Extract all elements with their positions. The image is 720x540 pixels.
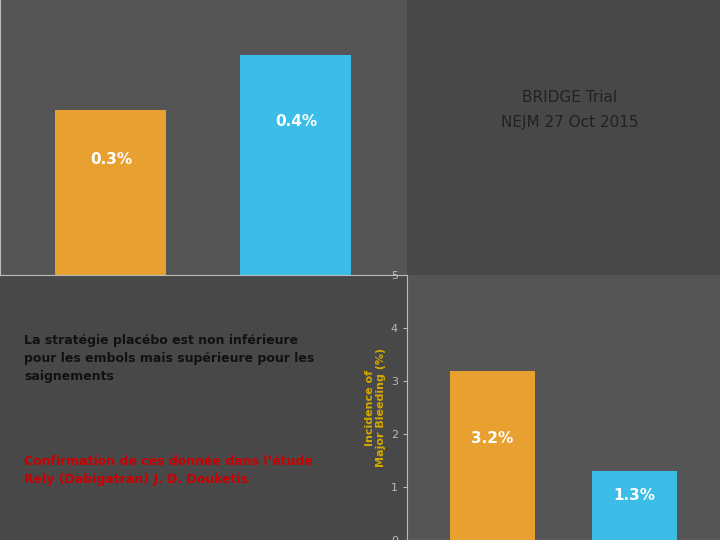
Text: La stratégie placébo est non inférieure
pour les embols mais supérieure pour les: La stratégie placébo est non inférieure … [24,334,315,383]
Bar [55,110,166,275]
Text: Confirmation de ces donnée dans l’étude
Rely (Dabigatran) J. D. Douketis: Confirmation de ces donnée dans l’étude … [24,455,313,487]
Bar [592,471,678,540]
Text: BRIDGE Trial
NEJM 27 Oct 2015: BRIDGE Trial NEJM 27 Oct 2015 [501,90,639,130]
Y-axis label: Incidence of
Major Bleeding (%): Incidence of Major Bleeding (%) [365,348,387,467]
Bar [240,55,351,275]
Text: 0.3%: 0.3% [90,152,132,167]
Text: 0.4%: 0.4% [275,114,317,129]
Text: 3.2%: 3.2% [471,431,513,446]
Bar [449,370,535,540]
Text: 1.3%: 1.3% [613,488,656,503]
